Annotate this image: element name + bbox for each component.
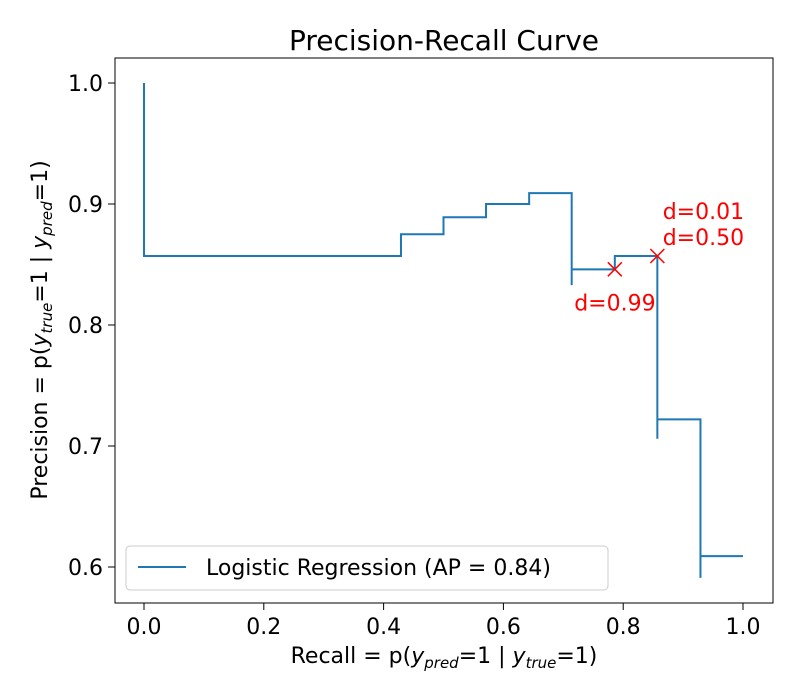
pr-curve-line xyxy=(143,83,743,578)
threshold-annotation: d=0.50 xyxy=(663,226,744,251)
x-tick-label: 1.0 xyxy=(726,615,761,640)
y-tick-label: 0.8 xyxy=(68,314,103,339)
legend-box xyxy=(125,545,609,591)
legend: Logistic Regression (AP = 0.84) xyxy=(125,545,609,591)
y-tick-label: 0.6 xyxy=(68,556,103,581)
y-tick-label: 0.9 xyxy=(68,193,103,218)
threshold-marker xyxy=(607,261,623,277)
x-tick-label: 0.0 xyxy=(127,615,162,640)
y-tick-label: 0.7 xyxy=(68,435,103,460)
x-tick-label: 0.4 xyxy=(366,615,401,640)
y-axis-label: Precision = p(ytrue=1 | ypred=1) xyxy=(28,160,56,499)
y-tick-label: 1.0 xyxy=(68,72,103,97)
threshold-annotation: d=0.99 xyxy=(574,291,655,316)
chart-title: Precision-Recall Curve xyxy=(289,24,599,57)
x-axis-label: Recall = p(ypred=1 | ytrue=1) xyxy=(291,644,598,672)
plot-frame xyxy=(114,57,774,604)
x-tick-label: 0.2 xyxy=(246,615,281,640)
legend-label: Logistic Regression (AP = 0.84) xyxy=(206,556,551,581)
x-tick-label: 0.6 xyxy=(486,615,521,640)
x-tick-label: 0.8 xyxy=(606,615,641,640)
threshold-marker xyxy=(649,248,665,264)
threshold-annotation: d=0.01 xyxy=(663,200,744,225)
